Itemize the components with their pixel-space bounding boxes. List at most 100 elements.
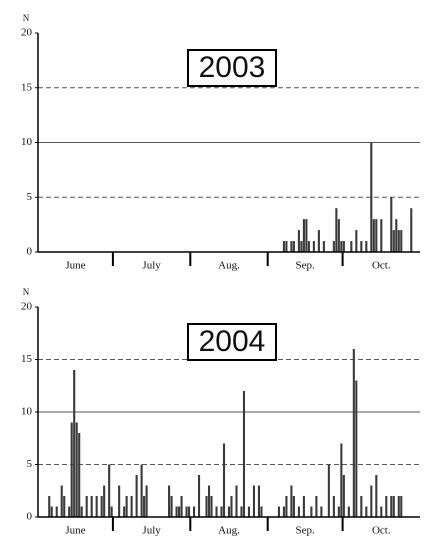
bar [108, 464, 111, 517]
y-tick-label: 5 [27, 191, 33, 203]
bar [143, 496, 146, 517]
bar [125, 496, 128, 517]
bar [397, 496, 400, 517]
bar [395, 219, 398, 252]
bar [290, 241, 293, 252]
bar [230, 496, 233, 517]
bar [380, 219, 383, 252]
bar [170, 496, 173, 517]
bar [385, 496, 388, 517]
bar [180, 496, 183, 517]
bar [242, 391, 246, 517]
bar [375, 475, 378, 517]
bar [277, 506, 280, 517]
title-box [187, 323, 277, 361]
bar [380, 506, 383, 517]
bar [73, 370, 76, 517]
bar [215, 506, 218, 517]
bar [68, 506, 71, 517]
bar [292, 241, 295, 252]
bar [400, 230, 403, 252]
x-tick-label: Aug. [218, 525, 240, 536]
bar [397, 230, 400, 252]
bar [312, 241, 315, 252]
bar [95, 496, 98, 517]
bar [100, 496, 103, 517]
bar [327, 464, 330, 517]
bar [317, 230, 320, 252]
bar [340, 443, 343, 517]
bar [222, 443, 226, 517]
bar [78, 433, 81, 517]
bar [332, 496, 335, 517]
bar [400, 496, 403, 517]
bar [355, 230, 358, 252]
bar [185, 506, 188, 517]
bar [207, 485, 211, 517]
bar [227, 506, 231, 517]
bar [290, 485, 293, 517]
bar [392, 230, 395, 252]
bar [85, 496, 88, 517]
y-tick-label: 5 [27, 458, 33, 470]
x-tick-label: Sep. [296, 260, 316, 272]
bar [390, 496, 393, 517]
bar [365, 506, 368, 517]
x-tick-label: July [142, 260, 161, 272]
bar [260, 506, 263, 517]
bar [103, 485, 106, 517]
bar [410, 208, 413, 252]
bar [60, 485, 63, 517]
title-box [187, 49, 277, 87]
y-tick-label: 0 [27, 511, 33, 523]
bar [365, 241, 368, 252]
bar [55, 506, 58, 517]
bar [205, 496, 208, 517]
x-tick-label: Oct. [372, 260, 391, 272]
bar [350, 241, 353, 252]
bar [335, 208, 338, 252]
bar [360, 496, 363, 517]
bar [332, 241, 335, 252]
bar [337, 506, 340, 517]
bar [118, 485, 121, 517]
bar [352, 349, 355, 517]
bar [188, 506, 191, 517]
bar [175, 506, 178, 517]
x-tick-label: Oct. [372, 525, 391, 536]
x-tick-label: July [142, 525, 161, 536]
y-tick-label: 10 [21, 406, 33, 418]
bar [50, 506, 53, 517]
bar [63, 496, 66, 517]
bar [297, 230, 300, 252]
bar [80, 506, 83, 517]
bar [220, 506, 223, 517]
bar [110, 506, 113, 517]
bar [390, 197, 393, 252]
bar [342, 475, 345, 517]
y-tick-label: 20 [21, 301, 33, 313]
x-tick-label: Sep. [296, 525, 316, 536]
bar [297, 506, 300, 517]
bar [192, 506, 196, 517]
bar [285, 241, 288, 252]
bar [307, 241, 310, 252]
y-tick-label: 0 [27, 246, 33, 258]
bar [48, 496, 51, 517]
bar [210, 496, 213, 517]
y-tick-label: 20 [21, 27, 33, 39]
bar [360, 241, 363, 252]
bar [285, 496, 288, 517]
bar [375, 219, 378, 252]
chart-title: 2004 [199, 325, 266, 358]
bar [322, 241, 325, 252]
y-axis-label: N [23, 13, 30, 23]
bar [252, 485, 256, 517]
bar [370, 142, 373, 252]
x-tick-label: June [65, 525, 85, 536]
bar [247, 506, 251, 517]
bar [257, 485, 261, 517]
bar [145, 485, 148, 517]
chart-title: 2003 [199, 51, 266, 84]
bar [282, 506, 285, 517]
